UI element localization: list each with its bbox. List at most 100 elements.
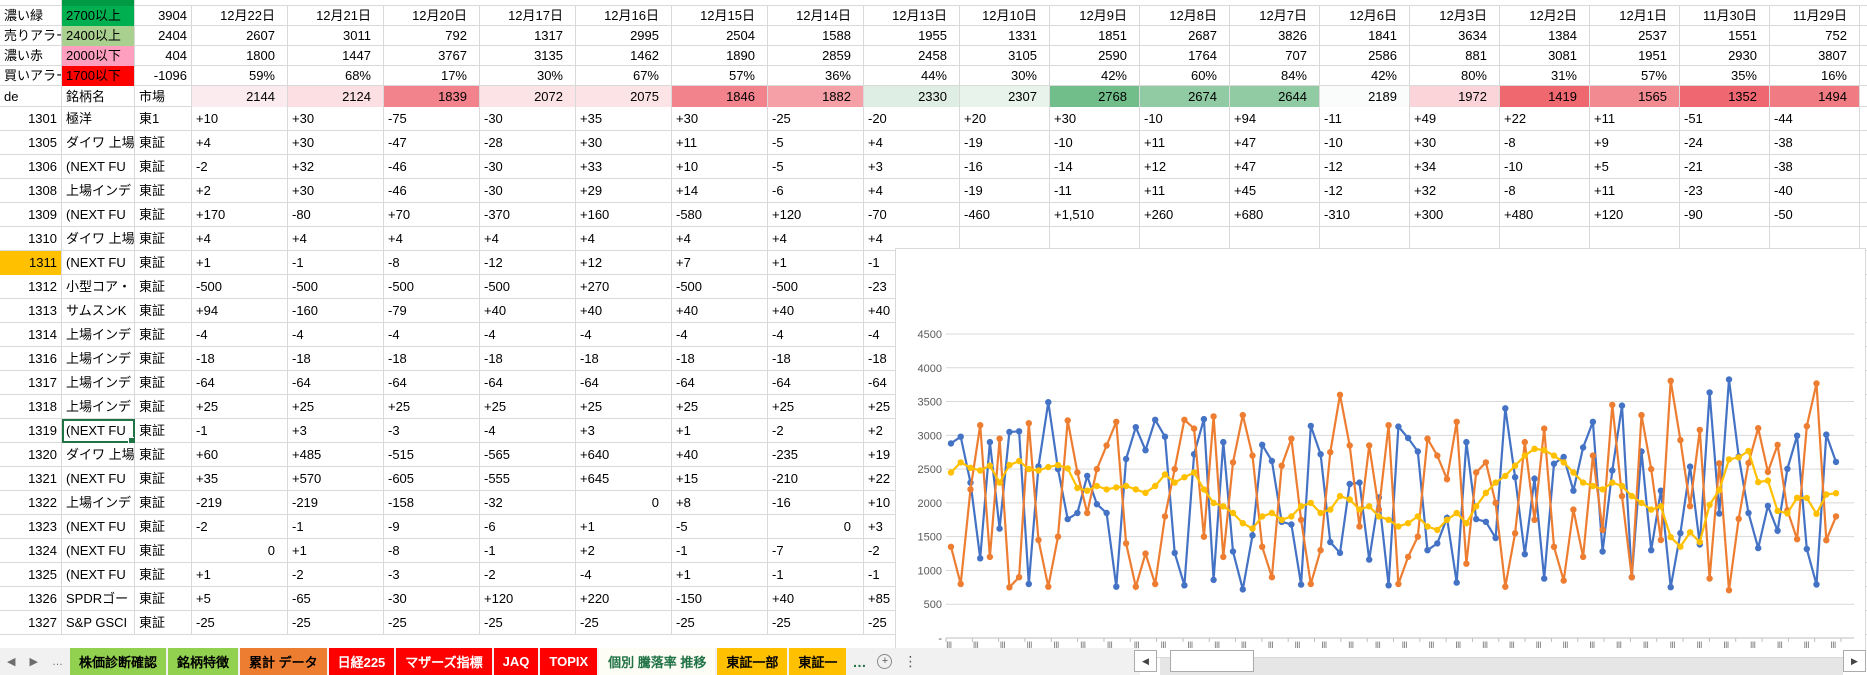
stock-value-cell[interactable]: -4 xyxy=(576,323,672,347)
stock-value-cell[interactable]: +4 xyxy=(864,227,960,251)
stock-value-cell[interactable]: -16 xyxy=(768,491,864,515)
stock-name-cell[interactable]: (NEXT FU xyxy=(62,251,135,275)
sheet-tab-マザーズ指標[interactable]: マザーズ指標 xyxy=(396,648,492,675)
stock-value-cell[interactable]: -64 xyxy=(384,371,480,395)
percent-cell[interactable]: 80% xyxy=(1410,66,1500,86)
stock-value-cell[interactable]: +270 xyxy=(576,275,672,299)
stock-value-cell[interactable]: +260 xyxy=(1140,203,1230,227)
sell-count-cell[interactable]: 2537 xyxy=(1590,26,1680,46)
tabbar-menu-dots-icon[interactable]: ⋮ xyxy=(903,653,918,669)
stock-code-cell[interactable]: 1316 xyxy=(0,347,62,371)
stock-value-cell[interactable]: -40 xyxy=(1770,179,1860,203)
stock-value-cell[interactable]: -2 xyxy=(192,155,288,179)
stock-value-cell[interactable]: +11 xyxy=(1590,107,1680,131)
sheet-tab-株価診断確認[interactable]: 株価診断確認 xyxy=(69,648,166,675)
stock-value-cell[interactable]: -555 xyxy=(480,467,576,491)
stock-value-cell[interactable]: +25 xyxy=(480,395,576,419)
de-value-cell[interactable]: 2644 xyxy=(1230,86,1320,107)
stock-value-cell[interactable]: -38 xyxy=(1770,131,1860,155)
de-value-cell[interactable]: 2075 xyxy=(576,86,672,107)
stock-value-cell[interactable]: +120 xyxy=(768,203,864,227)
stock-name-cell[interactable]: 極洋 xyxy=(62,107,135,131)
stock-code-cell[interactable]: 1325 xyxy=(0,563,62,587)
date-header-cell[interactable]: 12月9日 xyxy=(1050,6,1140,26)
stock-value-cell[interactable]: -4 xyxy=(672,323,768,347)
sheet-tab-累計 データ[interactable]: 累計 データ xyxy=(239,648,327,675)
stock-value-cell[interactable]: +485 xyxy=(288,443,384,467)
stock-value-cell[interactable]: -370 xyxy=(480,203,576,227)
stock-value-cell[interactable]: +4 xyxy=(384,227,480,251)
stock-value-cell[interactable]: +120 xyxy=(480,587,576,611)
sheet-nav-more-icon[interactable]: … xyxy=(51,655,63,668)
stock-value-cell[interactable]: -5 xyxy=(768,155,864,179)
stock-value-cell[interactable]: -70 xyxy=(864,203,960,227)
stock-market-cell[interactable]: 東証 xyxy=(135,491,192,515)
stock-value-cell[interactable]: +15 xyxy=(672,467,768,491)
sell-count-cell[interactable]: 2607 xyxy=(192,26,288,46)
stock-value-cell[interactable]: +300 xyxy=(1410,203,1500,227)
stock-value-cell[interactable]: -4 xyxy=(192,323,288,347)
add-sheet-icon[interactable]: + xyxy=(877,654,893,669)
sell-count-cell[interactable]: 1384 xyxy=(1500,26,1590,46)
stock-value-cell[interactable]: -65 xyxy=(288,587,384,611)
buy-count-cell[interactable]: 1764 xyxy=(1140,46,1230,66)
name-column-header[interactable]: 銘柄名 xyxy=(62,86,135,107)
stock-market-cell[interactable]: 東証 xyxy=(135,563,192,587)
legend-value[interactable]: 404 xyxy=(135,46,192,66)
stock-value-cell[interactable]: -38 xyxy=(1770,155,1860,179)
stock-value-cell[interactable]: +12 xyxy=(576,251,672,275)
stock-value-cell[interactable]: -8 xyxy=(1500,179,1590,203)
stock-value-cell[interactable]: +4 xyxy=(480,227,576,251)
de-label[interactable]: de xyxy=(0,86,62,107)
stock-name-cell[interactable]: S&P GSCI xyxy=(62,611,135,635)
stock-value-cell[interactable]: +4 xyxy=(576,227,672,251)
de-value-cell[interactable]: 1839 xyxy=(384,86,480,107)
stock-value-cell[interactable]: -4 xyxy=(480,323,576,347)
stock-value-cell[interactable]: +34 xyxy=(1410,155,1500,179)
stock-value-cell[interactable]: -310 xyxy=(1320,203,1410,227)
stock-value-cell[interactable]: +160 xyxy=(576,203,672,227)
stock-value-cell[interactable]: -19 xyxy=(960,179,1050,203)
sell-count-cell[interactable]: 1841 xyxy=(1320,26,1410,46)
stock-market-cell[interactable]: 東証 xyxy=(135,203,192,227)
sheet-tab-JAQ[interactable]: JAQ xyxy=(493,648,539,675)
stock-value-cell[interactable]: +570 xyxy=(288,467,384,491)
stock-code-cell[interactable]: 1320 xyxy=(0,443,62,467)
stock-value-cell[interactable]: -3 xyxy=(384,563,480,587)
de-value-cell[interactable]: 1494 xyxy=(1770,86,1860,107)
stock-value-cell[interactable]: -219 xyxy=(288,491,384,515)
legend-strip[interactable] xyxy=(62,0,135,6)
stock-value-cell[interactable]: -25 xyxy=(672,611,768,635)
date-header-cell[interactable]: 12月2日 xyxy=(1500,6,1590,26)
date-header-cell[interactable]: 12月6日 xyxy=(1320,6,1410,26)
sell-count-cell[interactable]: 1851 xyxy=(1050,26,1140,46)
stock-value-cell[interactable]: -515 xyxy=(384,443,480,467)
horizontal-scrollbar-thumb[interactable] xyxy=(1170,650,1254,672)
stock-name-cell[interactable]: (NEXT FU xyxy=(62,539,135,563)
buy-count-cell[interactable]: 3807 xyxy=(1770,46,1860,66)
stock-market-cell[interactable]: 東証 xyxy=(135,395,192,419)
stock-value-cell[interactable]: +30 xyxy=(576,131,672,155)
stock-name-cell[interactable]: ダイワ 上場 xyxy=(62,443,135,467)
date-header-cell[interactable]: 11月30日 xyxy=(1680,6,1770,26)
stock-value-cell[interactable]: -11 xyxy=(1050,179,1140,203)
stock-name-cell[interactable]: 上場インデ xyxy=(62,491,135,515)
stock-value-cell[interactable]: -18 xyxy=(288,347,384,371)
de-value-cell[interactable]: 2330 xyxy=(864,86,960,107)
sell-count-cell[interactable]: 792 xyxy=(384,26,480,46)
sheet-nav-next-icon[interactable]: ▶ xyxy=(29,656,38,668)
de-value-cell[interactable]: 1419 xyxy=(1500,86,1590,107)
stock-value-cell[interactable]: +4 xyxy=(672,227,768,251)
stock-value-cell[interactable]: -18 xyxy=(768,347,864,371)
horizontal-scrollbar-track[interactable] xyxy=(1160,658,1843,675)
stock-value-cell[interactable] xyxy=(1500,227,1590,251)
percent-cell[interactable]: 42% xyxy=(1050,66,1140,86)
stock-value-cell[interactable]: +35 xyxy=(576,107,672,131)
stock-value-cell[interactable]: -219 xyxy=(192,491,288,515)
stock-value-cell[interactable]: -10 xyxy=(1050,131,1140,155)
buy-count-cell[interactable]: 1951 xyxy=(1590,46,1680,66)
stock-value-cell[interactable]: +25 xyxy=(288,395,384,419)
stock-value-cell[interactable]: -24 xyxy=(1680,131,1770,155)
sell-count-cell[interactable]: 2687 xyxy=(1140,26,1230,46)
stock-value-cell[interactable]: -8 xyxy=(1500,131,1590,155)
